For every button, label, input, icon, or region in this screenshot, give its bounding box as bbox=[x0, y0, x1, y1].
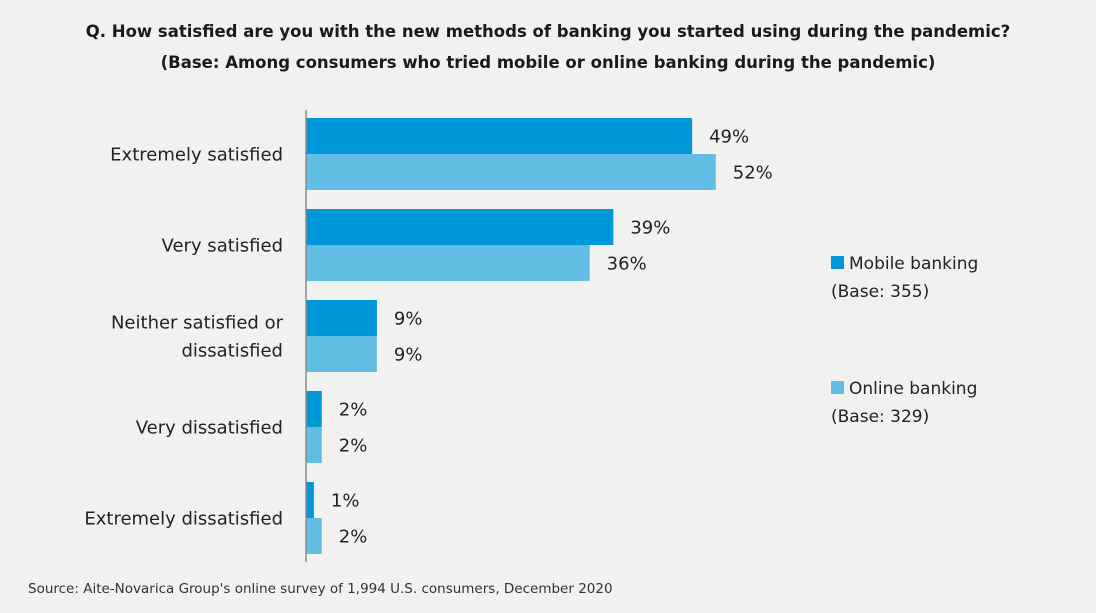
bar-mobile-banking-3 bbox=[306, 391, 322, 427]
data-label-online-banking-2: 9% bbox=[394, 345, 423, 366]
legend-base-mobile: (Base: 355) bbox=[831, 282, 930, 302]
category-label-2-line-1: dissatisfied bbox=[182, 341, 284, 362]
category-label-0: Extremely satisfied bbox=[110, 145, 283, 166]
data-label-mobile-banking-2: 9% bbox=[394, 309, 423, 330]
bar-mobile-banking-0 bbox=[306, 118, 693, 154]
bar-mobile-banking-4 bbox=[306, 482, 314, 518]
chart-title-line-1: Q. How satisfied are you with the new me… bbox=[85, 22, 1011, 41]
data-label-online-banking-0: 52% bbox=[733, 163, 773, 184]
data-label-mobile-banking-4: 1% bbox=[331, 491, 360, 512]
bar-mobile-banking-2 bbox=[306, 300, 377, 336]
data-label-mobile-banking-0: 49% bbox=[709, 127, 749, 148]
legend-item-online: Online banking (Base: 329) bbox=[831, 375, 977, 431]
category-label-2-line-0: Neither satisfied or bbox=[111, 313, 284, 334]
data-label-mobile-banking-1: 39% bbox=[630, 218, 670, 239]
category-label-3: Very dissatisfied bbox=[136, 418, 283, 439]
category-label-4: Extremely dissatisfied bbox=[84, 509, 283, 530]
legend-swatch-mobile bbox=[831, 256, 844, 269]
source-note: Source: Aite-Novarica Group's online sur… bbox=[28, 581, 613, 597]
chart-title-line-2: (Base: Among consumers who tried mobile … bbox=[160, 53, 936, 72]
bar-online-banking-4 bbox=[306, 518, 322, 554]
chart-title: Q. How satisfied are you with the new me… bbox=[0, 16, 1096, 78]
category-label-1: Very satisfied bbox=[162, 236, 283, 257]
bar-online-banking-1 bbox=[306, 245, 590, 281]
legend-label-mobile: Mobile banking bbox=[849, 254, 979, 274]
legend-label-online: Online banking bbox=[849, 379, 978, 399]
legend-base-online: (Base: 329) bbox=[831, 407, 930, 427]
bar-online-banking-0 bbox=[306, 154, 716, 190]
bar-online-banking-3 bbox=[306, 427, 322, 463]
data-label-mobile-banking-3: 2% bbox=[339, 400, 368, 421]
data-label-online-banking-3: 2% bbox=[339, 436, 368, 457]
bar-online-banking-2 bbox=[306, 336, 377, 372]
data-label-online-banking-1: 36% bbox=[607, 254, 647, 275]
legend-swatch-online bbox=[831, 381, 844, 394]
data-label-online-banking-4: 2% bbox=[339, 527, 368, 548]
bar-mobile-banking-1 bbox=[306, 209, 614, 245]
legend-item-mobile: Mobile banking (Base: 355) bbox=[831, 250, 978, 306]
